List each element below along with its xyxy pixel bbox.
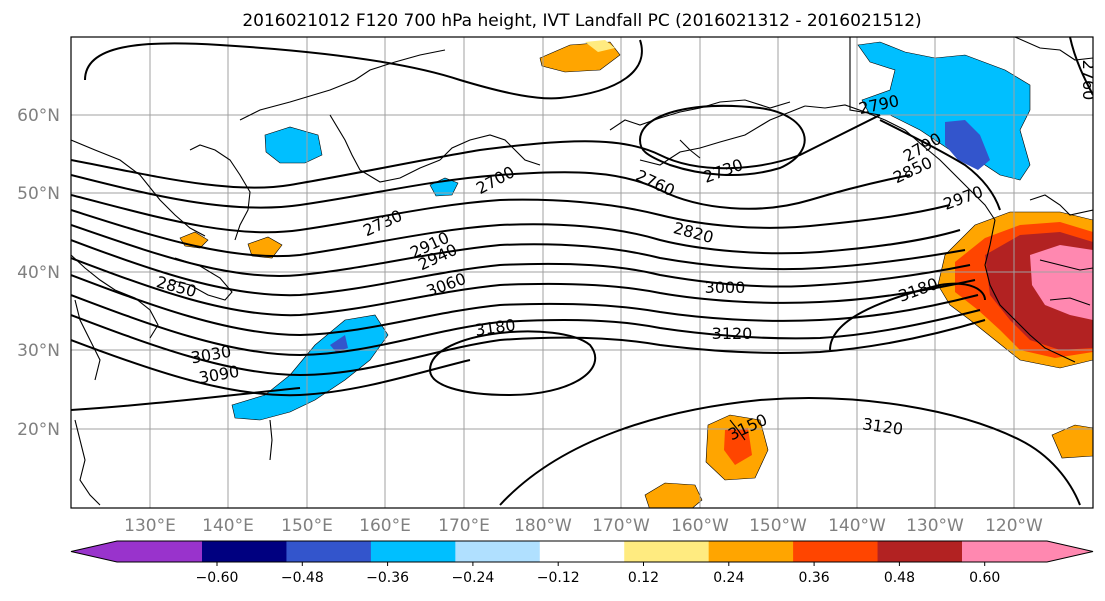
contour-label: 3000: [705, 278, 746, 297]
colorbar-extension-low: [71, 541, 202, 562]
colorbar-tick-label: −0.36: [366, 570, 409, 586]
colorbar-tick-label: 0.48: [884, 570, 915, 586]
contour-label: 3120: [712, 324, 753, 343]
colorbar-tick-label: −0.24: [451, 570, 494, 586]
colorbar: [70, 540, 1094, 563]
lon-label: 130°E: [124, 516, 176, 536]
lon-label: 180°W: [514, 516, 572, 536]
lon-label: 130°W: [906, 516, 964, 536]
map-title: 2016021012 F120 700 hPa height, IVT Land…: [242, 11, 921, 31]
ivt-negative-core-pacific: [330, 335, 348, 352]
lon-label: 140°W: [828, 516, 886, 536]
lat-label: 60°N: [17, 106, 60, 126]
colorbar-segment: [708, 541, 794, 562]
lat-label: 20°N: [17, 420, 60, 440]
colorbar-tick-label: 0.24: [713, 570, 744, 586]
lon-label: 120°W: [985, 516, 1043, 536]
ivt-positive-region-south: [644, 482, 703, 508]
lon-label: 160°W: [671, 516, 729, 536]
coastlines: [71, 37, 1093, 506]
colorbar-segment: [624, 541, 710, 562]
colorbar-tick-label: 0.36: [799, 570, 830, 586]
ivt-positive-layer4: [1030, 245, 1093, 320]
lat-label: 40°N: [17, 263, 60, 283]
contour-labels: 2700 2730 2760 2730 2790 2820 2850 2910 …: [154, 60, 1098, 445]
colorbar-tick-label: −0.48: [281, 570, 324, 586]
colorbar-segment: [202, 541, 287, 562]
longitude-labels: 130°E 140°E 150°E 160°E 170°E 180°W 170°…: [124, 516, 1043, 536]
lon-label: 170°W: [592, 516, 650, 536]
lat-label: 30°N: [17, 341, 60, 361]
contour-label: 2760: [1079, 60, 1098, 101]
colorbar-tick-labels: −0.60 −0.48 −0.36 −0.24 −0.12 0.12 0.24 0.36 0.4…: [196, 562, 1000, 586]
colorbar-tick-label: 0.12: [628, 570, 659, 586]
lon-label: 150°E: [281, 516, 333, 536]
ivt-positive-core-hawaii: [724, 428, 752, 465]
height-contours: [71, 37, 1093, 506]
lon-label: 160°E: [359, 516, 411, 536]
map-border: [70, 36, 1094, 509]
lon-label: 170°E: [438, 516, 490, 536]
ivt-negative-region-siberia: [264, 126, 323, 164]
colorbar-segment: [455, 541, 541, 562]
ivt-negative-core-alaska: [945, 120, 990, 170]
colorbar-segment: [539, 541, 625, 562]
colorbar-extension-high: [962, 541, 1093, 562]
colorbar-segment: [370, 541, 456, 562]
latitude-labels: 60°N 50°N 40°N 30°N 20°N: [17, 106, 60, 440]
colorbar-segment: [877, 541, 963, 562]
colorbar-segment: [286, 541, 372, 562]
colorbar-outline: [70, 540, 1094, 563]
colorbar-tick-label: −0.12: [537, 570, 580, 586]
lon-label: 140°E: [202, 516, 254, 536]
lat-label: 50°N: [17, 184, 60, 204]
ivt-shading: [179, 40, 1093, 508]
ivt-negative-region-alaska: [857, 41, 1031, 181]
ivt-positive-region-east: [1051, 424, 1093, 459]
colorbar-tick-label: 0.60: [969, 570, 1000, 586]
lon-label: 150°W: [749, 516, 807, 536]
colorbar-tick-label: −0.60: [196, 570, 239, 586]
colorbar-segment: [793, 541, 879, 562]
